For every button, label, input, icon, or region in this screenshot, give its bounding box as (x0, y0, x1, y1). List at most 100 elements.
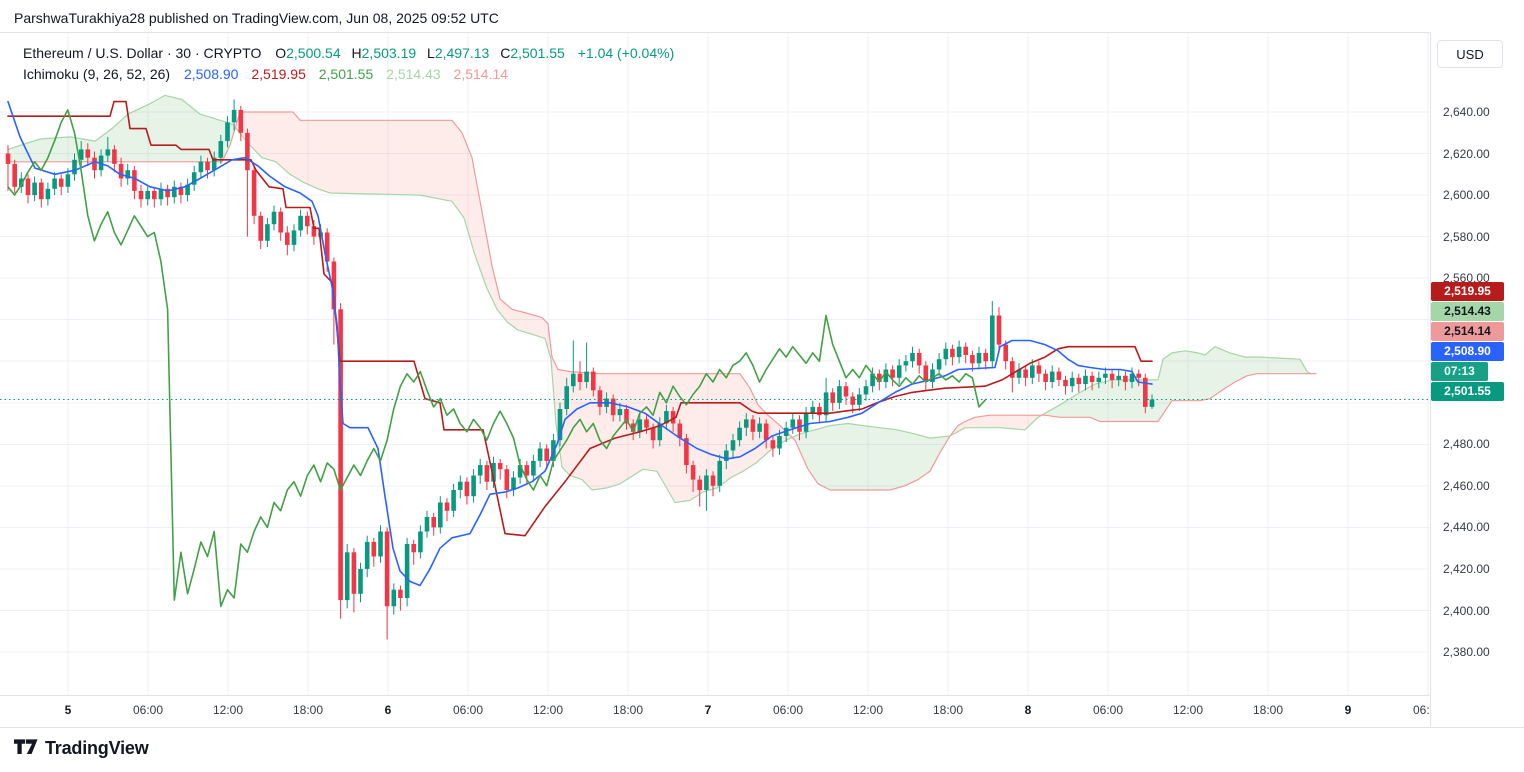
candle-up (1103, 373, 1108, 378)
candle-down (384, 531, 390, 607)
candle-up (191, 172, 197, 185)
candle-down (1063, 379, 1068, 387)
candle-up (458, 481, 463, 490)
cloud-red-area (952, 415, 1042, 435)
candle-down (1036, 365, 1042, 374)
candle-up (225, 122, 230, 142)
chart-legend: Ethereum / U.S. Dollar · 30 · CRYPTO O2,… (23, 43, 674, 85)
candle-down (431, 517, 436, 528)
candle-down (610, 398, 616, 416)
candle-up (737, 427, 742, 441)
candle-up (358, 568, 363, 594)
candle-down (1003, 344, 1008, 362)
candle-up (198, 161, 204, 173)
candle-up (903, 361, 909, 366)
candle-up (344, 552, 350, 601)
candle-down (85, 149, 91, 158)
candle-up (125, 170, 130, 179)
conversion-line-value: 2,508.90 (183, 66, 239, 82)
candle-up (19, 178, 24, 187)
candle-up (870, 373, 875, 387)
candle-down (444, 502, 450, 511)
candle-up (724, 450, 729, 461)
time-axis-label: 06:00 (1092, 703, 1124, 717)
candle-up (883, 369, 889, 382)
currency-button[interactable]: USD (1437, 40, 1503, 68)
time-axis-label: 18:00 (292, 703, 324, 717)
tradingview-logo-icon (14, 739, 38, 754)
price-axis-label: 2,640.00 (1443, 105, 1490, 119)
time-axis-label: 12:00 (532, 703, 564, 717)
candle-down (1123, 375, 1128, 382)
symbol-title: Ethereum / U.S. Dollar · 30 · CRYPTO (23, 45, 262, 61)
price-axis-label: 2,460.00 (1443, 478, 1490, 493)
price-change: +1.04 (+0.04%) (577, 45, 675, 61)
conversion-line-badge: 2,508.90 (1431, 342, 1504, 361)
candle-down (544, 448, 549, 461)
time-axis[interactable]: 5 06:00 12:00 18:00 6 06:00 12:00 18:00 7 06:00 12… (0, 695, 1524, 728)
candle-up (704, 475, 709, 490)
candle-up (271, 211, 277, 225)
candle-up (45, 188, 51, 200)
candle-down (644, 419, 649, 428)
candle-up (65, 174, 71, 187)
base-line-value: 2,519.95 (251, 66, 306, 82)
candle-down (258, 215, 263, 241)
candle-up (158, 188, 164, 200)
candle-up (105, 149, 111, 156)
candle-down (650, 427, 656, 441)
candle-up (211, 157, 217, 171)
time-axis-label: 06:00 (1412, 703, 1430, 717)
candle-down (1109, 373, 1115, 380)
ohlc-open: O2,500.54 (275, 45, 341, 61)
price-axis[interactable]: USD 2,640.00 2,620.00 2,600.00 2,580.00 2,56… (1430, 32, 1524, 726)
candle-down (484, 465, 490, 482)
time-axis-label: 06:00 (772, 703, 804, 717)
candle-up (291, 230, 297, 245)
cloud-green-area (1042, 347, 1316, 422)
candle-up (1096, 377, 1102, 382)
candle-down (251, 170, 257, 216)
candle-down (497, 463, 503, 470)
candle-up (531, 460, 536, 476)
candle-down (624, 409, 629, 424)
time-axis-day-label: 8 (1024, 703, 1032, 717)
time-axis-day-label: 9 (1344, 703, 1352, 717)
candle-up (896, 365, 902, 378)
candle-down (670, 411, 676, 424)
time-axis-label: 06:00 (452, 703, 484, 717)
candle-up (637, 419, 643, 432)
time-axis-label: 18:00 (932, 703, 964, 717)
time-axis-label: 12:00 (1172, 703, 1204, 717)
tradingview-logo[interactable]: TradingView (14, 737, 149, 759)
candle-down (684, 438, 689, 466)
candle-up (471, 475, 476, 497)
candle-up (857, 394, 862, 405)
candle-up (1116, 375, 1121, 380)
candle-up (517, 465, 523, 478)
indicator-title: Ichimoku (9, 26, 52, 26) (23, 66, 171, 82)
price-axis-label: 2,400.00 (1443, 603, 1490, 618)
candle-up (584, 371, 589, 382)
time-axis-day-label: 5 (64, 703, 72, 717)
time-axis-label: 12:00 (852, 703, 884, 717)
indicator-legend-row: Ichimoku (9, 26, 52, 26) 2,508.90 2,519.… (23, 64, 674, 85)
time-axis-label: 12:00 (212, 703, 244, 717)
candle-down (112, 149, 117, 164)
price-axis-label: 2,620.00 (1443, 146, 1490, 161)
candle-up (185, 184, 190, 196)
candle-down (970, 355, 975, 364)
candle-down (371, 541, 377, 557)
candle-down (630, 423, 636, 432)
candle-up (1016, 369, 1022, 378)
candle-down (843, 386, 849, 397)
candle-down (697, 479, 702, 490)
candle-up (32, 182, 37, 196)
time-axis-day-label: 7 (704, 703, 712, 717)
candle-down (890, 369, 895, 378)
candle-up (943, 348, 949, 360)
publish-header: ParshwaTurakhiya28 published on TradingV… (14, 10, 499, 26)
candle-up (265, 224, 270, 241)
